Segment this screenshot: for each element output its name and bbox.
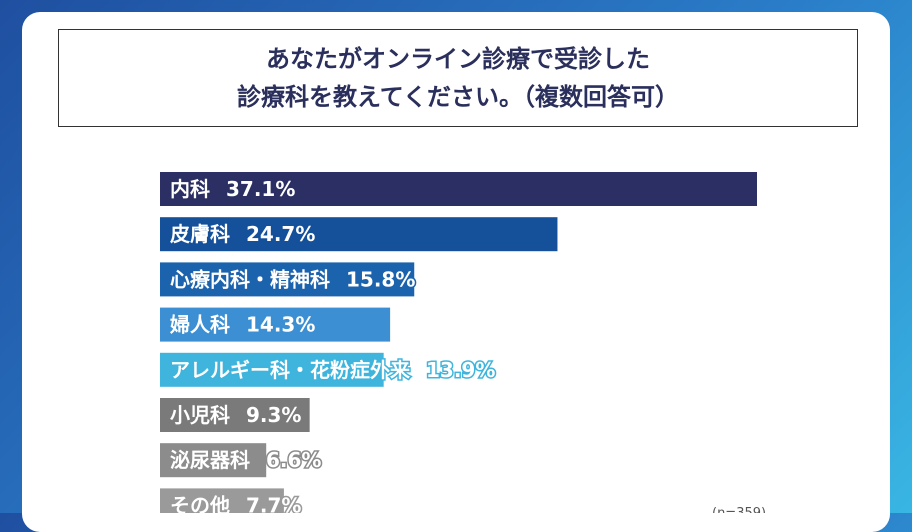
bar-2 xyxy=(160,262,415,297)
bar-category-2: 心療内科・精神科 xyxy=(170,267,330,291)
bar-value-3: 14.3% xyxy=(246,313,315,337)
bar-0 xyxy=(160,172,757,206)
bar-category-4: アレルギー科・花粉症外来 xyxy=(170,358,411,382)
bar-chart: 内科 37.1% 皮膚科 24.7% 心療内科・精神科 15.8% 婦人科 14.3% アレルギ… xyxy=(160,172,766,513)
bar-value-6: 6.6% xyxy=(266,448,321,472)
bar-label-0: 内科 37.1% xyxy=(170,177,295,201)
bar-label-1: 皮膚科 24.7% xyxy=(170,222,315,246)
bar-value-0: 37.1% xyxy=(226,177,295,201)
bar-category-5: 小児科 xyxy=(170,403,230,427)
bar-category-7: その他 xyxy=(170,493,230,513)
bar-value-7: 7.7% xyxy=(246,493,301,513)
bar-4 xyxy=(160,352,384,387)
bar-1 xyxy=(160,217,558,252)
bar-value-1: 24.7% xyxy=(246,222,315,246)
bar-value-5: 9.3% xyxy=(246,403,301,427)
bar-category-3: 婦人科 xyxy=(169,313,230,337)
bar-label-6: 泌尿器科 6.6% xyxy=(170,448,321,472)
bar-category-1: 皮膚科 xyxy=(170,222,230,246)
bar-7 xyxy=(160,488,284,513)
chart-title-box: あなたがオンライン診療で受診した 診療科を教えてください。（複数回答可） xyxy=(58,29,858,127)
bar-label-2: 心療内科・精神科 15.8% xyxy=(170,267,415,291)
sample-size-note: (n=359) xyxy=(712,506,766,513)
bar-label-4: アレルギー科・花粉症外来 13.9% xyxy=(170,358,495,382)
bar-3 xyxy=(160,307,391,342)
chart-title-line-2: 診療科を教えてください。（複数回答可） xyxy=(236,83,680,111)
chart-title-line-1: あなたがオンライン診療で受診した xyxy=(266,45,650,73)
bar-5 xyxy=(160,398,310,432)
bar-category-6: 泌尿器科 xyxy=(170,448,250,472)
bar-value-2: 15.8% xyxy=(346,267,415,291)
bar-category-0: 内科 xyxy=(170,177,210,201)
bar-label-3: 婦人科 14.3% xyxy=(169,313,315,337)
bar-label-7: その他 7.7% xyxy=(170,493,301,513)
bar-label-5: 小児科 9.3% xyxy=(170,403,301,427)
bar-value-4: 13.9% xyxy=(426,358,495,382)
bar-6 xyxy=(160,443,267,478)
